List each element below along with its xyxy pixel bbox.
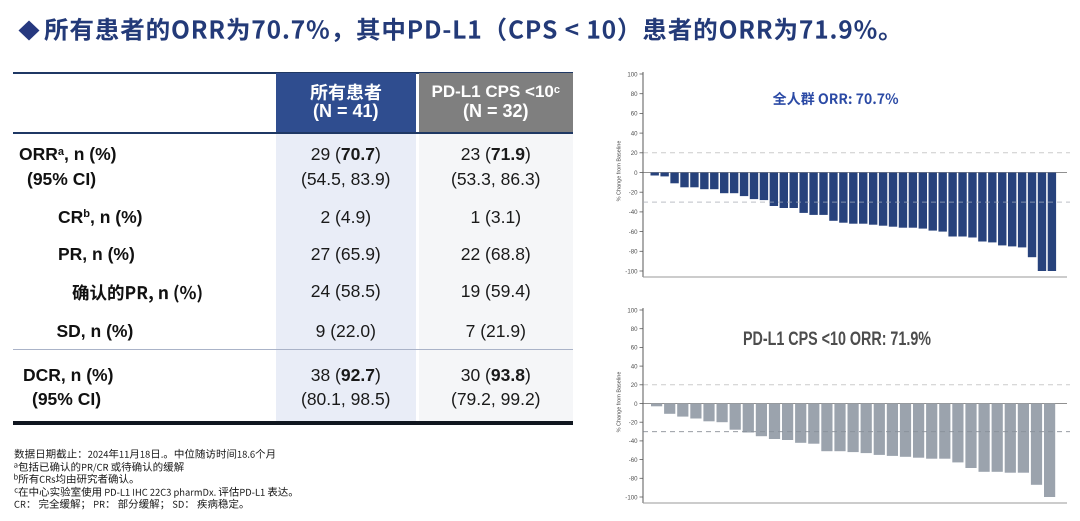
svg-text:100: 100 — [627, 307, 638, 314]
svg-text:-40: -40 — [629, 209, 638, 216]
svg-text:-60: -60 — [629, 457, 638, 464]
svg-text:PD-L1 CPS <10 ORR: 71.9%: PD-L1 CPS <10 ORR: 71.9% — [743, 328, 931, 350]
svg-text:40: 40 — [631, 130, 638, 137]
svg-text:20: 20 — [631, 382, 638, 389]
svg-text:0: 0 — [634, 401, 638, 408]
svg-text:% Change from Baseline: % Change from Baseline — [617, 372, 623, 433]
svg-text:-100: -100 — [625, 268, 638, 275]
svg-text:-40: -40 — [629, 438, 638, 445]
svg-text:-80: -80 — [629, 476, 638, 483]
svg-text:60: 60 — [631, 345, 638, 352]
svg-text:-100: -100 — [625, 494, 638, 501]
svg-text:60: 60 — [631, 111, 638, 118]
svg-text:100: 100 — [627, 71, 638, 78]
svg-text:-20: -20 — [629, 420, 638, 427]
svg-text:-80: -80 — [629, 249, 638, 256]
svg-text:-20: -20 — [629, 190, 638, 197]
svg-text:80: 80 — [631, 91, 638, 98]
svg-text:0: 0 — [634, 170, 638, 177]
svg-text:40: 40 — [631, 363, 638, 370]
svg-text:-60: -60 — [629, 229, 638, 236]
svg-text:% Change from Baseline: % Change from Baseline — [617, 141, 623, 202]
svg-text:20: 20 — [631, 150, 638, 157]
svg-text:80: 80 — [631, 326, 638, 333]
